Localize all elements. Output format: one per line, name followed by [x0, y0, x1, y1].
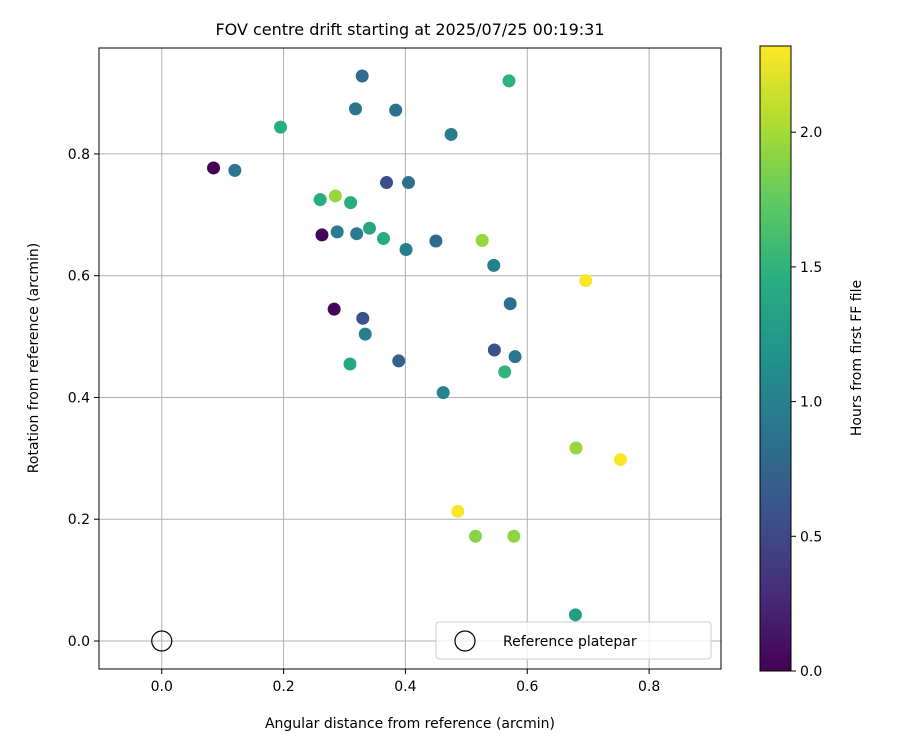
y-tick-label: 0.8: [68, 147, 90, 163]
colorbar-tick-label: 0.5: [800, 529, 822, 545]
data-point: [330, 225, 344, 239]
plot-frame: [98, 47, 722, 670]
data-point: [355, 69, 369, 83]
y-axis-label: Rotation from reference (arcmin): [26, 243, 42, 473]
y-tick-label: 0.2: [68, 512, 90, 528]
legend-label-reference: Reference platepar: [503, 634, 637, 650]
data-point: [502, 74, 516, 88]
colorbar-tick-label: 2.0: [800, 125, 822, 141]
data-point: [475, 233, 489, 247]
colorbar: 0.0 0.5 1.0 1.5 2.0 Hours from first FF file: [759, 45, 865, 680]
data-point: [274, 120, 288, 134]
colorbar-gradient: [759, 45, 792, 672]
y-axis-ticks: 0.0 0.2 0.4 0.6 0.8: [68, 147, 99, 650]
data-point: [358, 327, 372, 341]
x-axis-ticks: 0.0 0.2 0.4 0.6 0.8: [151, 669, 660, 695]
data-point: [436, 386, 450, 400]
x-tick-label: 0.4: [394, 679, 416, 695]
scatter-points: [151, 69, 627, 652]
data-point: [343, 357, 357, 371]
data-point: [487, 343, 501, 357]
data-point: [315, 228, 329, 242]
data-point: [389, 103, 403, 117]
data-point: [313, 193, 327, 207]
data-point: [468, 529, 482, 543]
data-point: [362, 221, 376, 235]
colorbar-label: Hours from first FF file: [849, 280, 865, 436]
x-axis-label: Angular distance from reference (arcmin): [265, 716, 555, 732]
data-point: [487, 258, 501, 272]
data-point: [228, 163, 242, 177]
data-point: [498, 365, 512, 379]
y-tick-label: 0.0: [68, 634, 90, 650]
colorbar-tick-label: 1.5: [800, 260, 822, 276]
data-point: [356, 311, 370, 325]
data-point: [613, 453, 627, 467]
x-tick-label: 0.6: [516, 679, 538, 695]
chart-title: FOV centre drift starting at 2025/07/25 …: [215, 20, 604, 39]
data-point: [328, 189, 342, 203]
data-point: [429, 234, 443, 248]
y-tick-label: 0.4: [68, 390, 90, 406]
grid: [99, 48, 721, 669]
data-point: [399, 243, 413, 257]
reference-platepar-marker: [151, 630, 173, 652]
data-point: [508, 350, 522, 364]
legend: Reference platepar: [435, 621, 712, 660]
data-point: [348, 102, 362, 116]
data-point: [503, 297, 517, 311]
data-point: [579, 274, 593, 288]
data-point: [376, 232, 390, 246]
legend-box: [435, 621, 712, 660]
colorbar-tick-label: 0.0: [800, 664, 822, 680]
data-point: [451, 504, 465, 518]
legend-marker-reference: [454, 630, 476, 652]
data-point: [344, 196, 358, 210]
x-tick-label: 0.8: [638, 679, 660, 695]
colorbar-tick-label: 1.0: [800, 395, 822, 411]
data-point: [392, 354, 406, 368]
y-tick-label: 0.6: [68, 269, 90, 285]
data-point: [507, 529, 521, 543]
colorbar-ticks: 0.0 0.5 1.0 1.5 2.0: [791, 125, 822, 680]
data-point: [568, 608, 582, 622]
data-point: [380, 176, 394, 190]
data-point: [327, 302, 341, 316]
x-tick-label: 0.0: [151, 679, 173, 695]
data-point: [444, 127, 458, 141]
data-point: [350, 227, 364, 241]
data-point: [401, 176, 415, 190]
data-point: [569, 441, 583, 455]
x-tick-label: 0.2: [272, 679, 294, 695]
data-point: [207, 161, 221, 175]
